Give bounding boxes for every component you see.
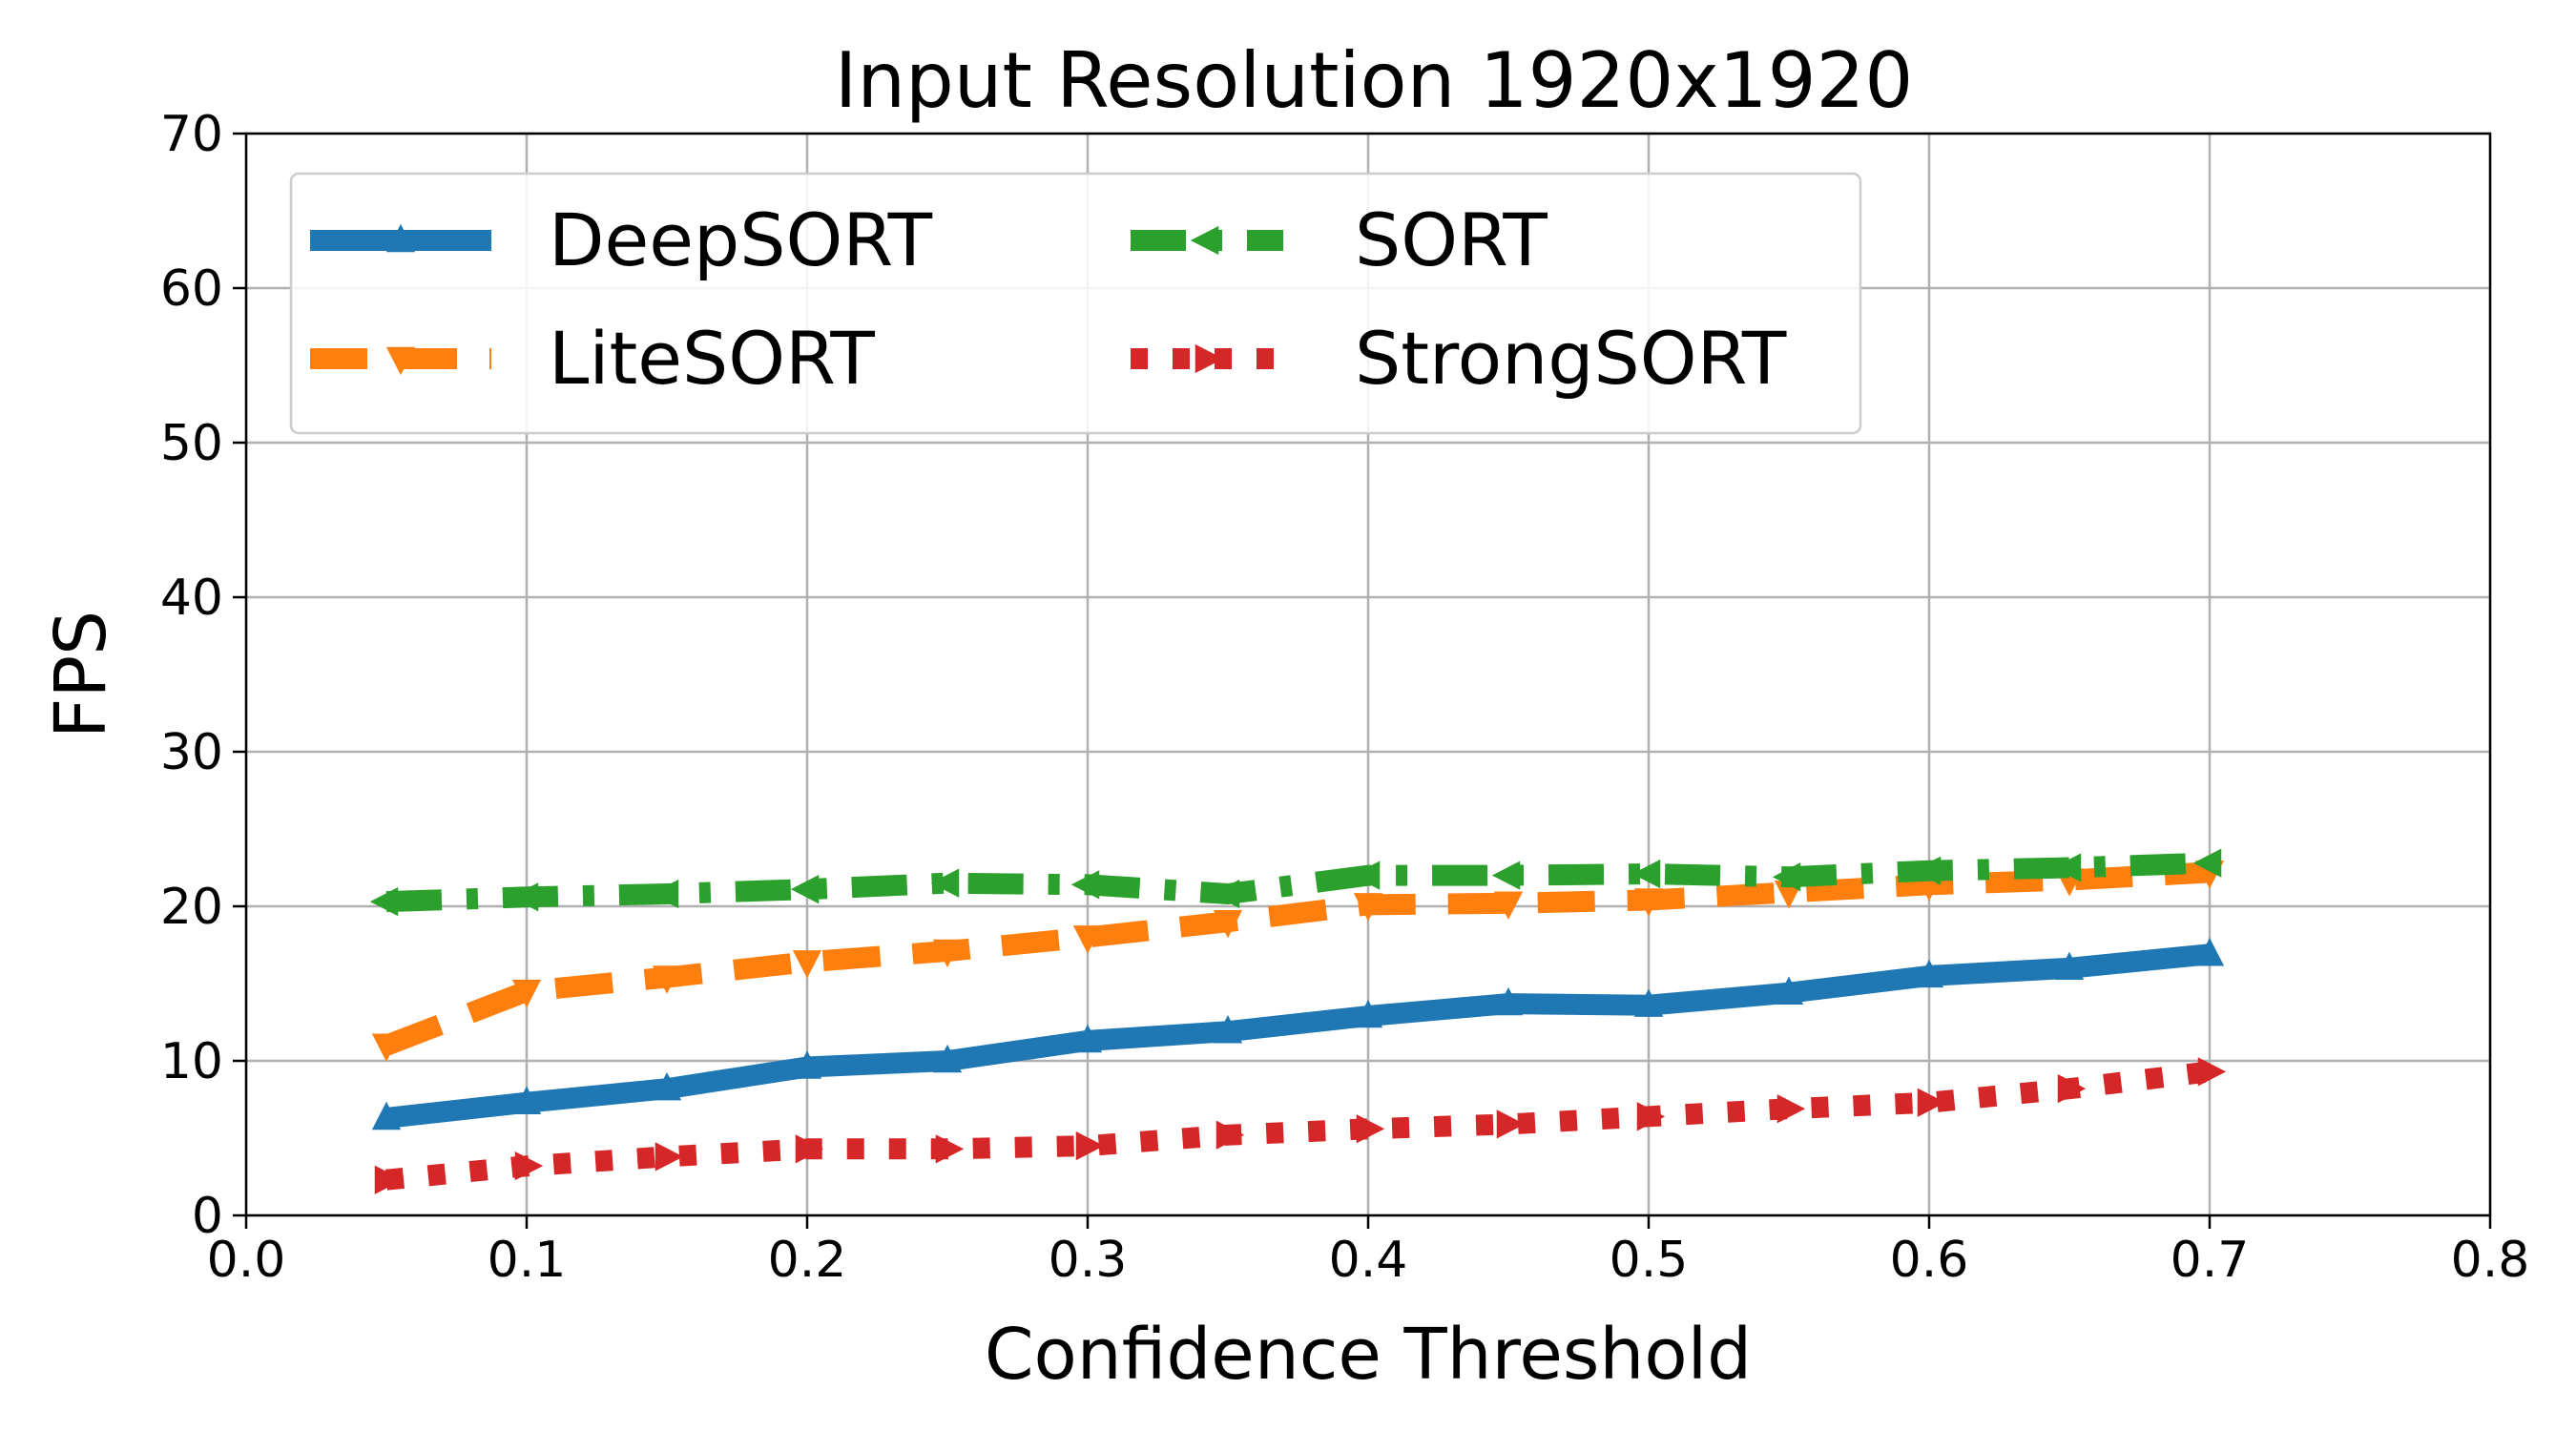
point-sort [1631, 859, 1661, 889]
series-deepsort [371, 938, 2225, 1130]
point-strongsort [2057, 1074, 2087, 1104]
point-deepsort [1493, 986, 1524, 1016]
line-deepsort [384, 944, 2212, 1129]
point-sort [930, 868, 960, 898]
point-deepsort [932, 1044, 963, 1073]
point-sort [1211, 879, 1240, 909]
point-strongsort [1636, 1102, 1666, 1131]
y-tick-label: 20 [160, 879, 223, 936]
x-tick-label: 0.7 [2171, 1232, 2250, 1289]
y-tick-label: 70 [160, 106, 223, 163]
point-strongsort [374, 1165, 404, 1194]
x-axis-label: Confidence Threshold [985, 1314, 1752, 1396]
series-sort [369, 848, 2222, 917]
point-sort [650, 879, 679, 909]
point-litesort [1353, 893, 1383, 922]
point-deepsort [1072, 1024, 1103, 1053]
series-strongsort [374, 1057, 2227, 1194]
legend-marker-strongsort [1195, 343, 1224, 374]
point-deepsort [1213, 1015, 1243, 1044]
point-litesort [1493, 891, 1524, 920]
y-tick-label: 30 [160, 724, 223, 781]
x-tick-label: 0.0 [207, 1232, 286, 1289]
legend-marker-deepsort [385, 223, 416, 253]
point-litesort [1633, 888, 1664, 917]
point-litesort [1072, 925, 1103, 954]
y-tick-label: 60 [160, 260, 223, 318]
point-strongsort [1917, 1088, 1946, 1117]
legend-box [289, 172, 1862, 435]
point-sort [1772, 862, 1801, 892]
legend-item-deepsort: DeepSORT [310, 197, 933, 282]
point-litesort [932, 939, 963, 968]
point-sort [1351, 861, 1381, 890]
y-axis-label: FPS [40, 611, 122, 738]
point-deepsort [2194, 938, 2225, 966]
point-strongsort [795, 1134, 824, 1164]
chart-title: Input Resolution 1920x1920 [835, 36, 1914, 125]
point-strongsort [1496, 1110, 1526, 1139]
point-strongsort [1776, 1094, 1806, 1124]
legend-marker-litesort [385, 346, 416, 376]
point-sort [1070, 870, 1100, 900]
y-tick-label: 50 [160, 415, 223, 472]
x-tick-label: 0.6 [1890, 1232, 1969, 1289]
y-tick-label: 0 [192, 1188, 223, 1245]
legend-label-strongsort: StrongSORT [1355, 316, 1787, 401]
legend-label-litesort: LiteSORT [549, 316, 875, 401]
x-tick-label: 0.4 [1329, 1232, 1408, 1289]
point-strongsort [1075, 1130, 1105, 1161]
point-strongsort [2197, 1057, 2227, 1087]
point-deepsort [652, 1071, 682, 1101]
legend-item-litesort: LiteSORT [310, 316, 875, 401]
point-litesort [792, 950, 822, 979]
axis-ticks: 0.0 0.1 0.2 0.3 0.4 0.5 0.6 0.7 0.8 0 10 20 30 40 50 60… [160, 106, 2530, 1289]
point-sort [2192, 848, 2222, 878]
point-litesort [1213, 909, 1243, 939]
point-strongsort [935, 1134, 965, 1164]
point-deepsort [511, 1086, 542, 1114]
point-strongsort [514, 1151, 544, 1181]
line-sort [385, 852, 2211, 913]
point-deepsort [1633, 988, 1664, 1017]
legend-item-strongsort: StrongSORT [1131, 316, 1787, 401]
point-strongsort [654, 1142, 684, 1172]
legend-marker-sort [1190, 225, 1219, 256]
point-strongsort [1215, 1120, 1245, 1150]
point-deepsort [371, 1101, 402, 1130]
y-tick-label: 40 [160, 570, 223, 627]
series-lines [369, 848, 2227, 1194]
point-deepsort [1774, 976, 1804, 1005]
x-tick-label: 0.8 [2451, 1232, 2530, 1289]
point-sort [1491, 861, 1521, 890]
point-litesort [652, 965, 682, 994]
y-tick-label: 10 [160, 1033, 223, 1090]
point-sort [790, 875, 820, 904]
x-tick-label: 0.3 [1049, 1232, 1128, 1289]
legend-label-deepsort: DeepSORT [549, 197, 933, 282]
legend-item-sort: SORT [1131, 197, 1548, 282]
point-sort [1912, 856, 1942, 885]
x-tick-label: 0.2 [768, 1232, 847, 1289]
point-deepsort [2054, 951, 2085, 981]
point-deepsort [1353, 999, 1383, 1028]
point-sort [369, 887, 399, 917]
legend: DeepSORT SORT LiteSORT StrongSORT [289, 172, 1862, 435]
legend-label-sort: SORT [1355, 197, 1548, 282]
x-tick-label: 0.1 [488, 1232, 567, 1289]
point-litesort [511, 979, 542, 1008]
x-tick-label: 0.5 [1610, 1232, 1689, 1289]
line-litesort [383, 861, 2211, 1056]
point-deepsort [792, 1050, 822, 1079]
point-strongsort [1356, 1114, 1385, 1144]
line-strongsort [384, 1061, 2212, 1191]
point-sort [2052, 853, 2082, 882]
point-litesort [371, 1033, 402, 1062]
point-sort [509, 882, 539, 912]
point-deepsort [1914, 959, 1944, 988]
